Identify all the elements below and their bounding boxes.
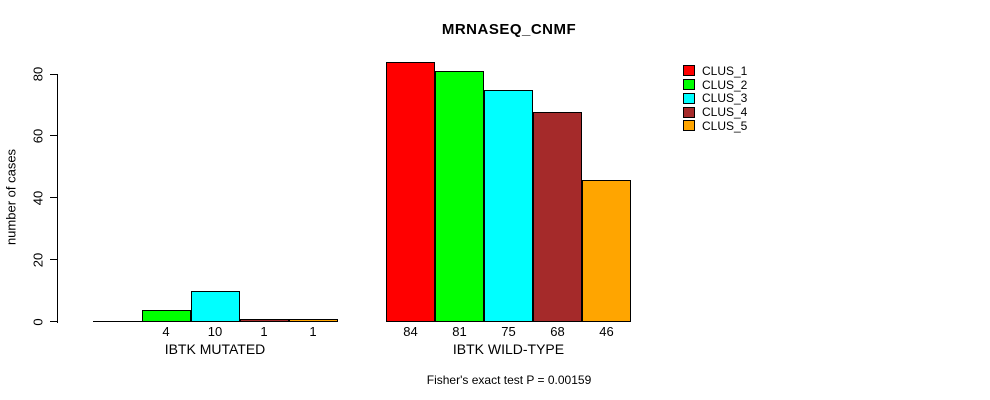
legend: CLUS_1 CLUS_2 CLUS_3 CLUS_4 CLUS_5 [683, 64, 747, 133]
y-tick [50, 321, 57, 322]
y-tick [50, 259, 57, 261]
y-tick-label: 60 [30, 128, 46, 144]
y-axis-line [57, 74, 58, 323]
y-axis-label: number of cases [3, 148, 19, 246]
bar-value-label: 4 [162, 324, 170, 339]
legend-item-clus_2: CLUS_2 [683, 78, 747, 92]
y-tick [50, 197, 57, 199]
legend-label: CLUS_5 [702, 118, 748, 133]
chart-title: MRNASEQ_CNMF [441, 21, 577, 38]
bar-value-label: 84 [403, 324, 418, 339]
legend-item-clus_3: CLUS_3 [683, 92, 747, 106]
legend-label: CLUS_3 [702, 91, 748, 106]
legend-label: CLUS_4 [702, 105, 748, 120]
bar-clus_2-ibtk-mutated [141, 309, 191, 322]
bar-value-label: 75 [501, 324, 516, 339]
bar-clus_5-ibtk-mutated [288, 318, 338, 322]
legend-label: CLUS_1 [702, 63, 748, 78]
group-baseline [92, 321, 338, 322]
y-tick-label: 80 [30, 66, 46, 82]
y-tick-label: 20 [30, 252, 46, 267]
bar-clus_4-ibtk-wild-type [533, 111, 582, 322]
bar-clus_2-ibtk-wild-type [435, 70, 484, 322]
legend-swatch-icon [683, 120, 695, 132]
bar-clus_3-ibtk-wild-type [484, 89, 533, 322]
bar-value-label: 10 [207, 324, 223, 339]
group-label: IBTK WILD-TYPE [452, 341, 565, 357]
bar-value-label: 1 [309, 324, 317, 339]
legend-label: CLUS_2 [702, 77, 748, 92]
legend-swatch-icon [683, 106, 695, 118]
bar-value-label: 68 [550, 324, 565, 339]
legend-swatch-icon [683, 65, 695, 77]
legend-item-clus_4: CLUS_4 [683, 105, 747, 119]
group-label: IBTK MUTATED [164, 341, 266, 357]
bar-clus_5-ibtk-wild-type [582, 179, 631, 322]
y-tick-label: 0 [30, 317, 46, 326]
y-tick [50, 73, 57, 75]
y-tick-label: 40 [30, 190, 46, 205]
legend-item-clus_5: CLUS_5 [683, 119, 747, 133]
bar-clus_3-ibtk-mutated [190, 290, 240, 322]
bar-value-label: 46 [599, 324, 614, 339]
y-tick [50, 135, 57, 137]
legend-swatch-icon [683, 79, 695, 91]
bar-clus_1-ibtk-wild-type [386, 61, 435, 322]
bar-value-label: 1 [260, 324, 268, 339]
bar-value-label: 81 [452, 324, 467, 339]
group-baseline [386, 321, 631, 322]
legend-swatch-icon [683, 92, 695, 104]
fisher-test-annotation: Fisher's exact test P = 0.00159 [426, 373, 592, 387]
bar-clus_4-ibtk-mutated [239, 318, 289, 322]
legend-item-clus_1: CLUS_1 [683, 64, 747, 78]
